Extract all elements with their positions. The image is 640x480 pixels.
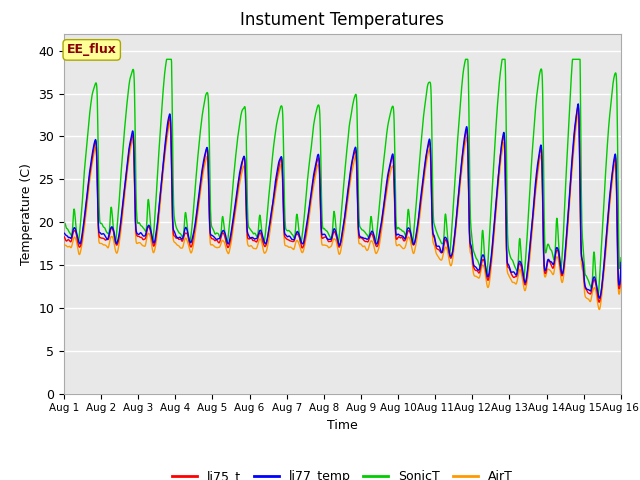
Text: EE_flux: EE_flux xyxy=(67,43,116,56)
Legend: li75_t, li77_temp, SonicT, AirT: li75_t, li77_temp, SonicT, AirT xyxy=(167,465,518,480)
Title: Instument Temperatures: Instument Temperatures xyxy=(241,11,444,29)
X-axis label: Time: Time xyxy=(327,419,358,432)
Y-axis label: Temperature (C): Temperature (C) xyxy=(20,163,33,264)
